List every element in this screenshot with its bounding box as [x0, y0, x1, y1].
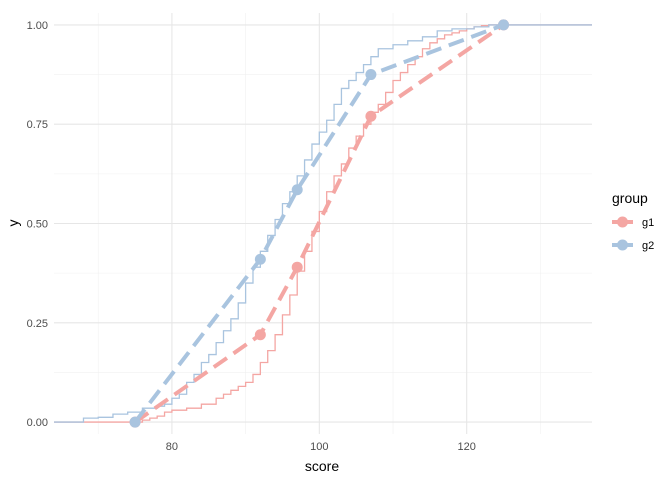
legend: group g1 g2 [612, 190, 654, 252]
ecdf-line-g2 [54, 24, 592, 423]
quantile-point-g2 [254, 253, 266, 265]
major-grid [54, 13, 592, 434]
quantile-point-g1 [254, 329, 266, 341]
quantile-point-g1 [365, 110, 377, 122]
legend-items: g1 g2 [612, 216, 654, 252]
quantile-point-g2 [291, 184, 303, 196]
x-tick-label: 100 [310, 441, 328, 453]
legend-key-point [617, 239, 628, 251]
x-axis-title: score [305, 458, 339, 474]
quantile-point-g1 [291, 261, 303, 273]
y-tick-label: 0.00 [27, 417, 48, 429]
y-tick-label: 0.25 [27, 318, 48, 330]
legend-item-g1: g1 [612, 216, 654, 229]
y-tick-label: 0.75 [27, 119, 48, 131]
quantile-point-g2 [498, 19, 510, 31]
quantile-point-g2 [129, 416, 141, 428]
y-axis-title: y [5, 220, 21, 227]
ecdf-line-g1 [54, 24, 592, 423]
legend-title: group [612, 190, 648, 206]
x-tick-label: 120 [458, 441, 476, 453]
x-tick-label: 80 [166, 441, 178, 453]
legend-item-g2: g2 [612, 239, 654, 252]
ecdf-lines [54, 24, 592, 423]
legend-label: g2 [642, 240, 654, 252]
legend-key-point [617, 216, 628, 228]
legend-label: g1 [642, 217, 654, 229]
y-tick-label: 0.50 [27, 219, 48, 231]
y-tick-labels: 0.00 0.25 0.50 0.75 1.00 [27, 20, 48, 429]
quantile-point-g2 [365, 69, 377, 81]
quantile-line-g2 [133, 23, 505, 424]
quantile-points [129, 19, 510, 428]
x-tick-labels: 80 100 120 [166, 441, 476, 453]
y-tick-label: 1.00 [27, 20, 48, 32]
